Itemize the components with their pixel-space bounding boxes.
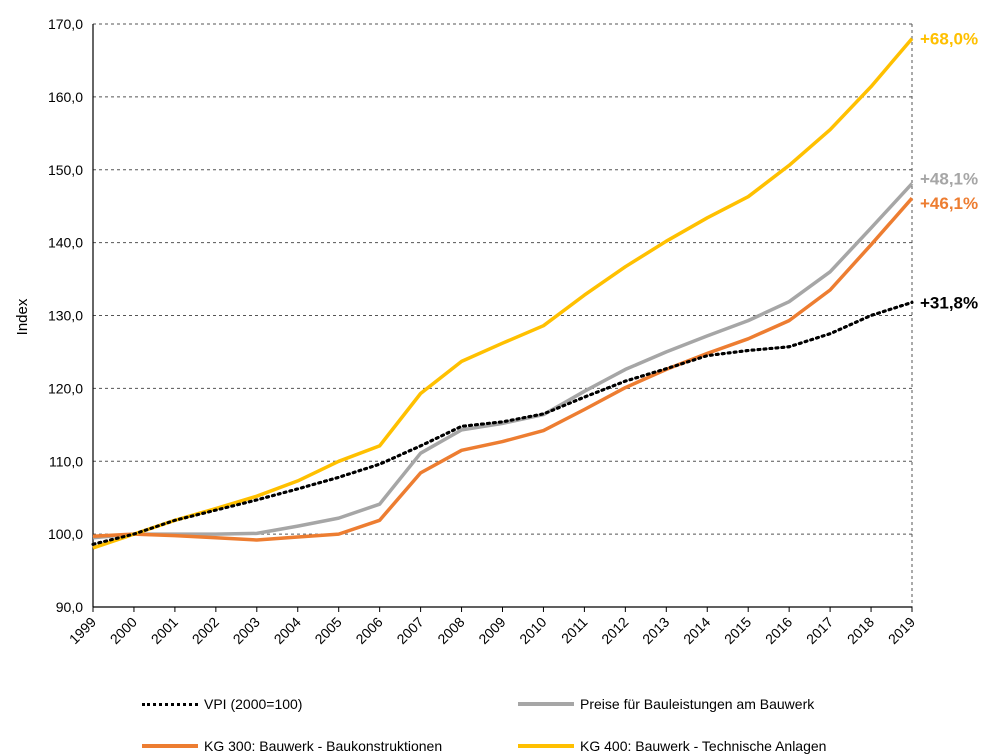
x-tick-label: 2015 — [721, 614, 754, 647]
x-tick-label: 2012 — [598, 614, 631, 647]
legend-label-kg400: KG 400: Bauwerk - Technische Anlagen — [580, 738, 827, 754]
x-tick-label: 2019 — [885, 614, 918, 647]
y-tick-label: 110,0 — [49, 453, 83, 469]
x-tick-label: 2017 — [803, 614, 836, 647]
y-tick-label: 120,0 — [48, 380, 83, 396]
legend-swatch-kg300 — [142, 744, 198, 748]
end-labels: +31,8% +48,1% +46,1% +68,0% — [920, 30, 978, 313]
x-tick-label: 2014 — [680, 614, 713, 647]
series-line — [92, 197, 914, 542]
legend-swatch-kg400 — [518, 744, 574, 748]
series-end-label: +68,0% — [920, 30, 978, 49]
series-end-label: +48,1% — [920, 170, 978, 189]
y-tick-label: 90,0 — [56, 599, 83, 615]
legend-label-kg300: KG 300: Bauwerk - Baukonstruktionen — [204, 738, 443, 754]
series-end-label: +31,8% — [920, 293, 978, 312]
x-tick-label: 2016 — [762, 614, 795, 647]
x-tick-label: 2000 — [107, 614, 140, 647]
series-lines — [91, 37, 914, 550]
series-line — [92, 37, 914, 550]
x-tick-label: 2004 — [271, 614, 304, 647]
line-chart: 90,0 100,0 110,0 120,0 130,0 140,0 150,0 160,0 1… — [14, 16, 978, 647]
legend-item-kg400: KG 400: Bauwerk - Technische Anlagen — [518, 738, 826, 754]
legend-item-preise: Preise für Bauleistungen am Bauwerk — [518, 696, 814, 712]
legend-item-kg300: KG 300: Bauwerk - Baukonstruktionen — [142, 738, 442, 754]
axes — [92, 24, 913, 612]
legend-swatch-preise — [518, 702, 574, 706]
x-tick-label: 2003 — [230, 614, 263, 647]
x-tick-label: 2005 — [311, 614, 344, 647]
x-tick-label: 2009 — [475, 614, 508, 647]
y-tick-label: 150,0 — [48, 162, 83, 178]
x-tick-label: 2013 — [639, 614, 672, 647]
x-tick-label: 2001 — [148, 614, 181, 647]
x-tick-label: 2007 — [393, 614, 426, 647]
y-axis-label: Index — [14, 298, 31, 335]
series-line — [92, 182, 914, 540]
series-end-label: +46,1% — [920, 194, 978, 213]
legend-swatch-vpi — [142, 702, 198, 706]
x-tick-label: 2006 — [352, 614, 385, 647]
x-tick-label: 2018 — [844, 614, 877, 647]
series-line-vpi-overlay — [91, 300, 914, 546]
legend-item-vpi: VPI (2000=100) — [142, 696, 302, 712]
x-tick-label: 2008 — [434, 614, 467, 647]
x-tick-labels: 1999 2000 2001 2002 2003 2004 2005 2006 2007 2008… — [66, 614, 918, 647]
gridlines — [93, 23, 912, 535]
y-tick-label: 130,0 — [48, 308, 83, 324]
x-tick-label: 2010 — [516, 614, 549, 647]
y-tick-label: 140,0 — [48, 235, 83, 251]
x-tick-label: 2002 — [189, 614, 222, 647]
y-tick-label: 100,0 — [48, 526, 83, 542]
x-tick-label: 2011 — [558, 614, 591, 647]
x-tick-label: 1999 — [66, 614, 99, 647]
y-tick-label: 170,0 — [48, 16, 83, 32]
y-tick-labels: 90,0 100,0 110,0 120,0 130,0 140,0 150,0 160,0 1… — [48, 16, 83, 615]
y-tick-label: 160,0 — [48, 89, 83, 105]
legend-label-preise: Preise für Bauleistungen am Bauwerk — [580, 696, 815, 712]
legend-label-vpi: VPI (2000=100) — [204, 696, 303, 712]
